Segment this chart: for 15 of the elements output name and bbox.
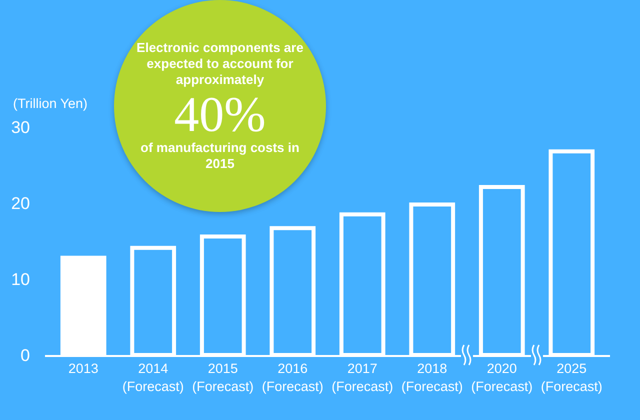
y-axis-title: (Trillion Yen) <box>13 96 88 111</box>
y-tick-label: 10 <box>11 270 30 289</box>
x-tick-label: 2013 <box>68 361 98 376</box>
x-tick-label: 2014 (Forecast) <box>122 361 184 394</box>
x-tick-label: 2020 (Forecast) <box>471 361 533 394</box>
y-tick-label: 0 <box>20 346 30 365</box>
x-tick-label: 2018 (Forecast) <box>401 361 463 394</box>
x-tick-label: 2017 (Forecast) <box>332 361 394 394</box>
annotation: 40% <box>174 86 266 142</box>
y-tick-label: 30 <box>11 118 30 137</box>
y-tick-label: 20 <box>11 194 30 213</box>
x-tick-label: 2016 (Forecast) <box>262 361 324 394</box>
annotation: of manufacturing costs in 2015 <box>140 140 300 172</box>
x-tick-label: 2015 (Forecast) <box>192 361 254 394</box>
x-tick-label: 2025 (Forecast) <box>540 361 602 394</box>
